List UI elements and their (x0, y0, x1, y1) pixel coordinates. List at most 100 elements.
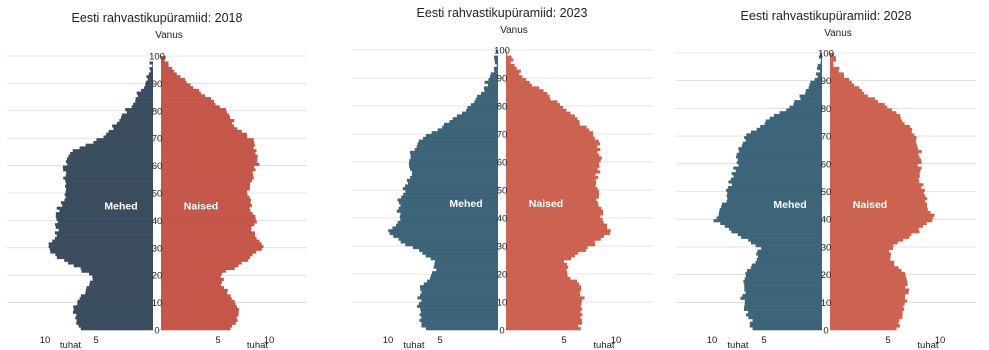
bar-mehed-age-92 (494, 69, 498, 73)
bar-naised-age-87 (161, 88, 200, 92)
bar-naised-age-23 (161, 264, 239, 268)
bar-naised-age-67 (161, 143, 255, 147)
bar-mehed-age-4 (421, 316, 498, 320)
bar-naised-age-51 (506, 184, 596, 188)
bar-mehed-age-26 (57, 256, 153, 260)
bar-mehed-age-56 (731, 172, 822, 176)
bar-naised-age-50 (830, 188, 925, 192)
bar-mehed-age-14 (744, 288, 822, 292)
bar-naised-age-73 (506, 122, 580, 126)
bar-mehed-age-22 (750, 266, 822, 270)
bar-naised-age-89 (506, 78, 527, 82)
bar-mehed-age-88 (144, 86, 153, 90)
bar-naised-age-13 (830, 291, 909, 295)
bar-mehed-age-61 (737, 158, 822, 162)
series-naised (161, 56, 264, 331)
bar-naised-age-52 (506, 181, 597, 185)
bar-mehed-age-18 (92, 277, 153, 281)
bar-naised-age-74 (161, 124, 235, 128)
bar-mehed-age-69 (744, 136, 822, 140)
bar-mehed-age-98 (819, 55, 822, 59)
bar-mehed-age-16 (89, 283, 153, 287)
bar-naised-age-16 (830, 282, 908, 286)
bar-mehed-age-44 (721, 205, 822, 209)
bar-mehed-age-36 (58, 228, 153, 232)
bar-naised-age-86 (506, 86, 540, 90)
bar-naised-age-69 (830, 136, 917, 140)
bar-naised-age-41 (830, 213, 935, 217)
bar-naised-age-3 (161, 319, 238, 323)
bar-naised-age-99 (161, 56, 166, 60)
bar-mehed-age-94 (150, 69, 153, 73)
bar-naised-age-41 (506, 212, 604, 216)
pyramid-2023: Eesti rahvastikupüramiid: 2023 Vanus 0 10 20… (330, 0, 660, 350)
bar-mehed-age-12 (80, 294, 153, 298)
bar-naised-age-45 (506, 201, 598, 205)
bar-mehed-age-0 (752, 327, 822, 331)
group-label-naised: Naised (529, 198, 563, 210)
bar-naised-age-42 (506, 209, 604, 213)
bar-naised-age-27 (161, 253, 253, 257)
bar-mehed-age-24 (434, 260, 498, 264)
bar-naised-age-92 (506, 69, 521, 73)
bar-mehed-age-89 (145, 83, 153, 87)
bar-mehed-age-99 (819, 53, 822, 57)
bar-naised-age-9 (830, 302, 905, 306)
chart-title: Eesti rahvastikupüramiid: 2028 (741, 9, 912, 23)
x-tick-label-0: 10 (707, 335, 718, 346)
y-tick-label-40: 40 (152, 216, 163, 227)
bar-mehed-age-23 (434, 262, 498, 266)
bar-mehed-age-38 (55, 223, 153, 227)
bar-naised-age-59 (161, 165, 255, 169)
bar-naised-age-49 (830, 191, 924, 195)
bar-naised-age-70 (830, 133, 915, 137)
y-tick-label-90: 90 (497, 74, 508, 85)
bar-mehed-age-38 (397, 220, 498, 224)
bar-mehed-age-33 (393, 234, 498, 238)
bar-mehed-age-22 (433, 265, 498, 269)
bar-naised-age-29 (161, 247, 262, 251)
bar-mehed-age-45 (398, 201, 498, 205)
bar-naised-age-6 (830, 310, 903, 314)
bar-mehed-age-60 (409, 159, 498, 163)
bar-naised-age-5 (830, 313, 903, 317)
bar-naised-age-0 (506, 327, 581, 331)
bar-naised-age-79 (161, 110, 227, 114)
bar-naised-age-50 (506, 187, 598, 191)
bar-naised-age-95 (161, 66, 173, 70)
bar-mehed-age-28 (419, 248, 498, 252)
bar-mehed-age-60 (67, 162, 153, 166)
bar-naised-age-53 (830, 180, 920, 184)
bar-mehed-age-40 (716, 216, 822, 220)
bar-naised-age-91 (830, 75, 845, 79)
bar-naised-age-97 (506, 55, 512, 59)
bar-naised-age-85 (506, 89, 544, 93)
bar-mehed-age-93 (493, 66, 498, 70)
bar-mehed-age-31 (751, 241, 822, 245)
bar-mehed-age-44 (56, 206, 154, 210)
bar-mehed-age-27 (55, 253, 153, 257)
bar-mehed-age-90 (489, 75, 498, 79)
bar-naised-age-88 (161, 86, 194, 90)
series-mehed (48, 58, 154, 331)
bar-mehed-age-87 (141, 88, 153, 92)
bar-mehed-age-21 (436, 268, 498, 272)
bar-mehed-age-76 (119, 119, 153, 123)
bar-mehed-age-39 (57, 220, 153, 224)
bar-naised-age-91 (506, 72, 520, 76)
bar-naised-age-57 (161, 171, 253, 175)
bar-mehed-age-89 (810, 80, 822, 84)
bar-mehed-age-51 (405, 184, 498, 188)
bar-naised-age-86 (830, 89, 862, 93)
bar-mehed-age-22 (80, 266, 153, 271)
bar-mehed-age-63 (410, 150, 498, 154)
bar-mehed-age-51 (66, 187, 153, 191)
bar-mehed-age-15 (86, 286, 153, 290)
bar-mehed-age-72 (108, 129, 153, 134)
y-tick-label-0: 0 (154, 326, 159, 337)
bar-mehed-age-77 (462, 111, 498, 115)
bar-mehed-age-48 (726, 194, 822, 198)
bar-mehed-age-66 (79, 146, 153, 150)
y-tick-label-80: 80 (497, 102, 508, 113)
bar-naised-age-48 (830, 194, 926, 198)
